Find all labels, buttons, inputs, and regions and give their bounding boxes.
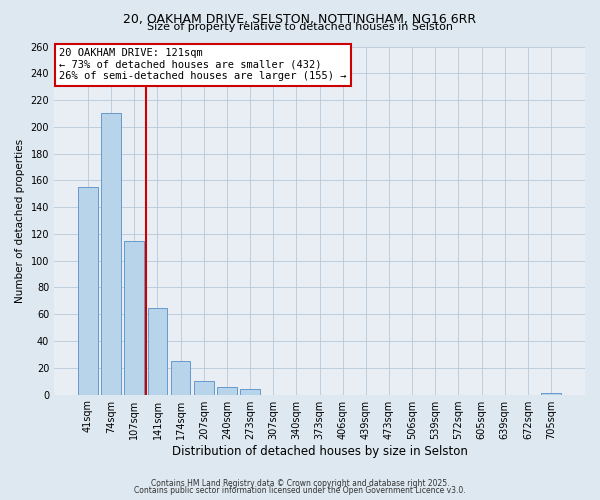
Text: Contains HM Land Registry data © Crown copyright and database right 2025.: Contains HM Land Registry data © Crown c… xyxy=(151,478,449,488)
Text: 20, OAKHAM DRIVE, SELSTON, NOTTINGHAM, NG16 6RR: 20, OAKHAM DRIVE, SELSTON, NOTTINGHAM, N… xyxy=(124,12,476,26)
Text: Contains public sector information licensed under the Open Government Licence v3: Contains public sector information licen… xyxy=(134,486,466,495)
X-axis label: Distribution of detached houses by size in Selston: Distribution of detached houses by size … xyxy=(172,444,467,458)
Bar xyxy=(217,386,237,394)
Bar xyxy=(240,389,260,394)
Bar xyxy=(124,240,144,394)
Bar xyxy=(78,187,98,394)
Bar xyxy=(101,114,121,394)
Bar xyxy=(194,381,214,394)
Y-axis label: Number of detached properties: Number of detached properties xyxy=(15,138,25,302)
Text: Size of property relative to detached houses in Selston: Size of property relative to detached ho… xyxy=(147,22,453,32)
Bar xyxy=(541,393,561,394)
Bar xyxy=(148,308,167,394)
Text: 20 OAKHAM DRIVE: 121sqm
← 73% of detached houses are smaller (432)
26% of semi-d: 20 OAKHAM DRIVE: 121sqm ← 73% of detache… xyxy=(59,48,347,82)
Bar xyxy=(171,361,190,394)
